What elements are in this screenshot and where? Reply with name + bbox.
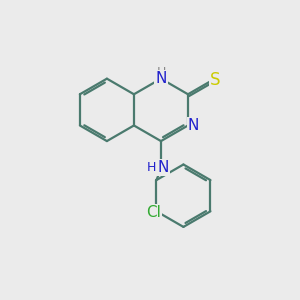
- Text: Cl: Cl: [146, 205, 161, 220]
- Text: S: S: [210, 70, 221, 88]
- Text: N: N: [158, 160, 169, 175]
- Text: N: N: [188, 118, 199, 133]
- Text: H: H: [147, 161, 156, 174]
- Text: N: N: [155, 71, 167, 86]
- Text: H: H: [156, 66, 166, 79]
